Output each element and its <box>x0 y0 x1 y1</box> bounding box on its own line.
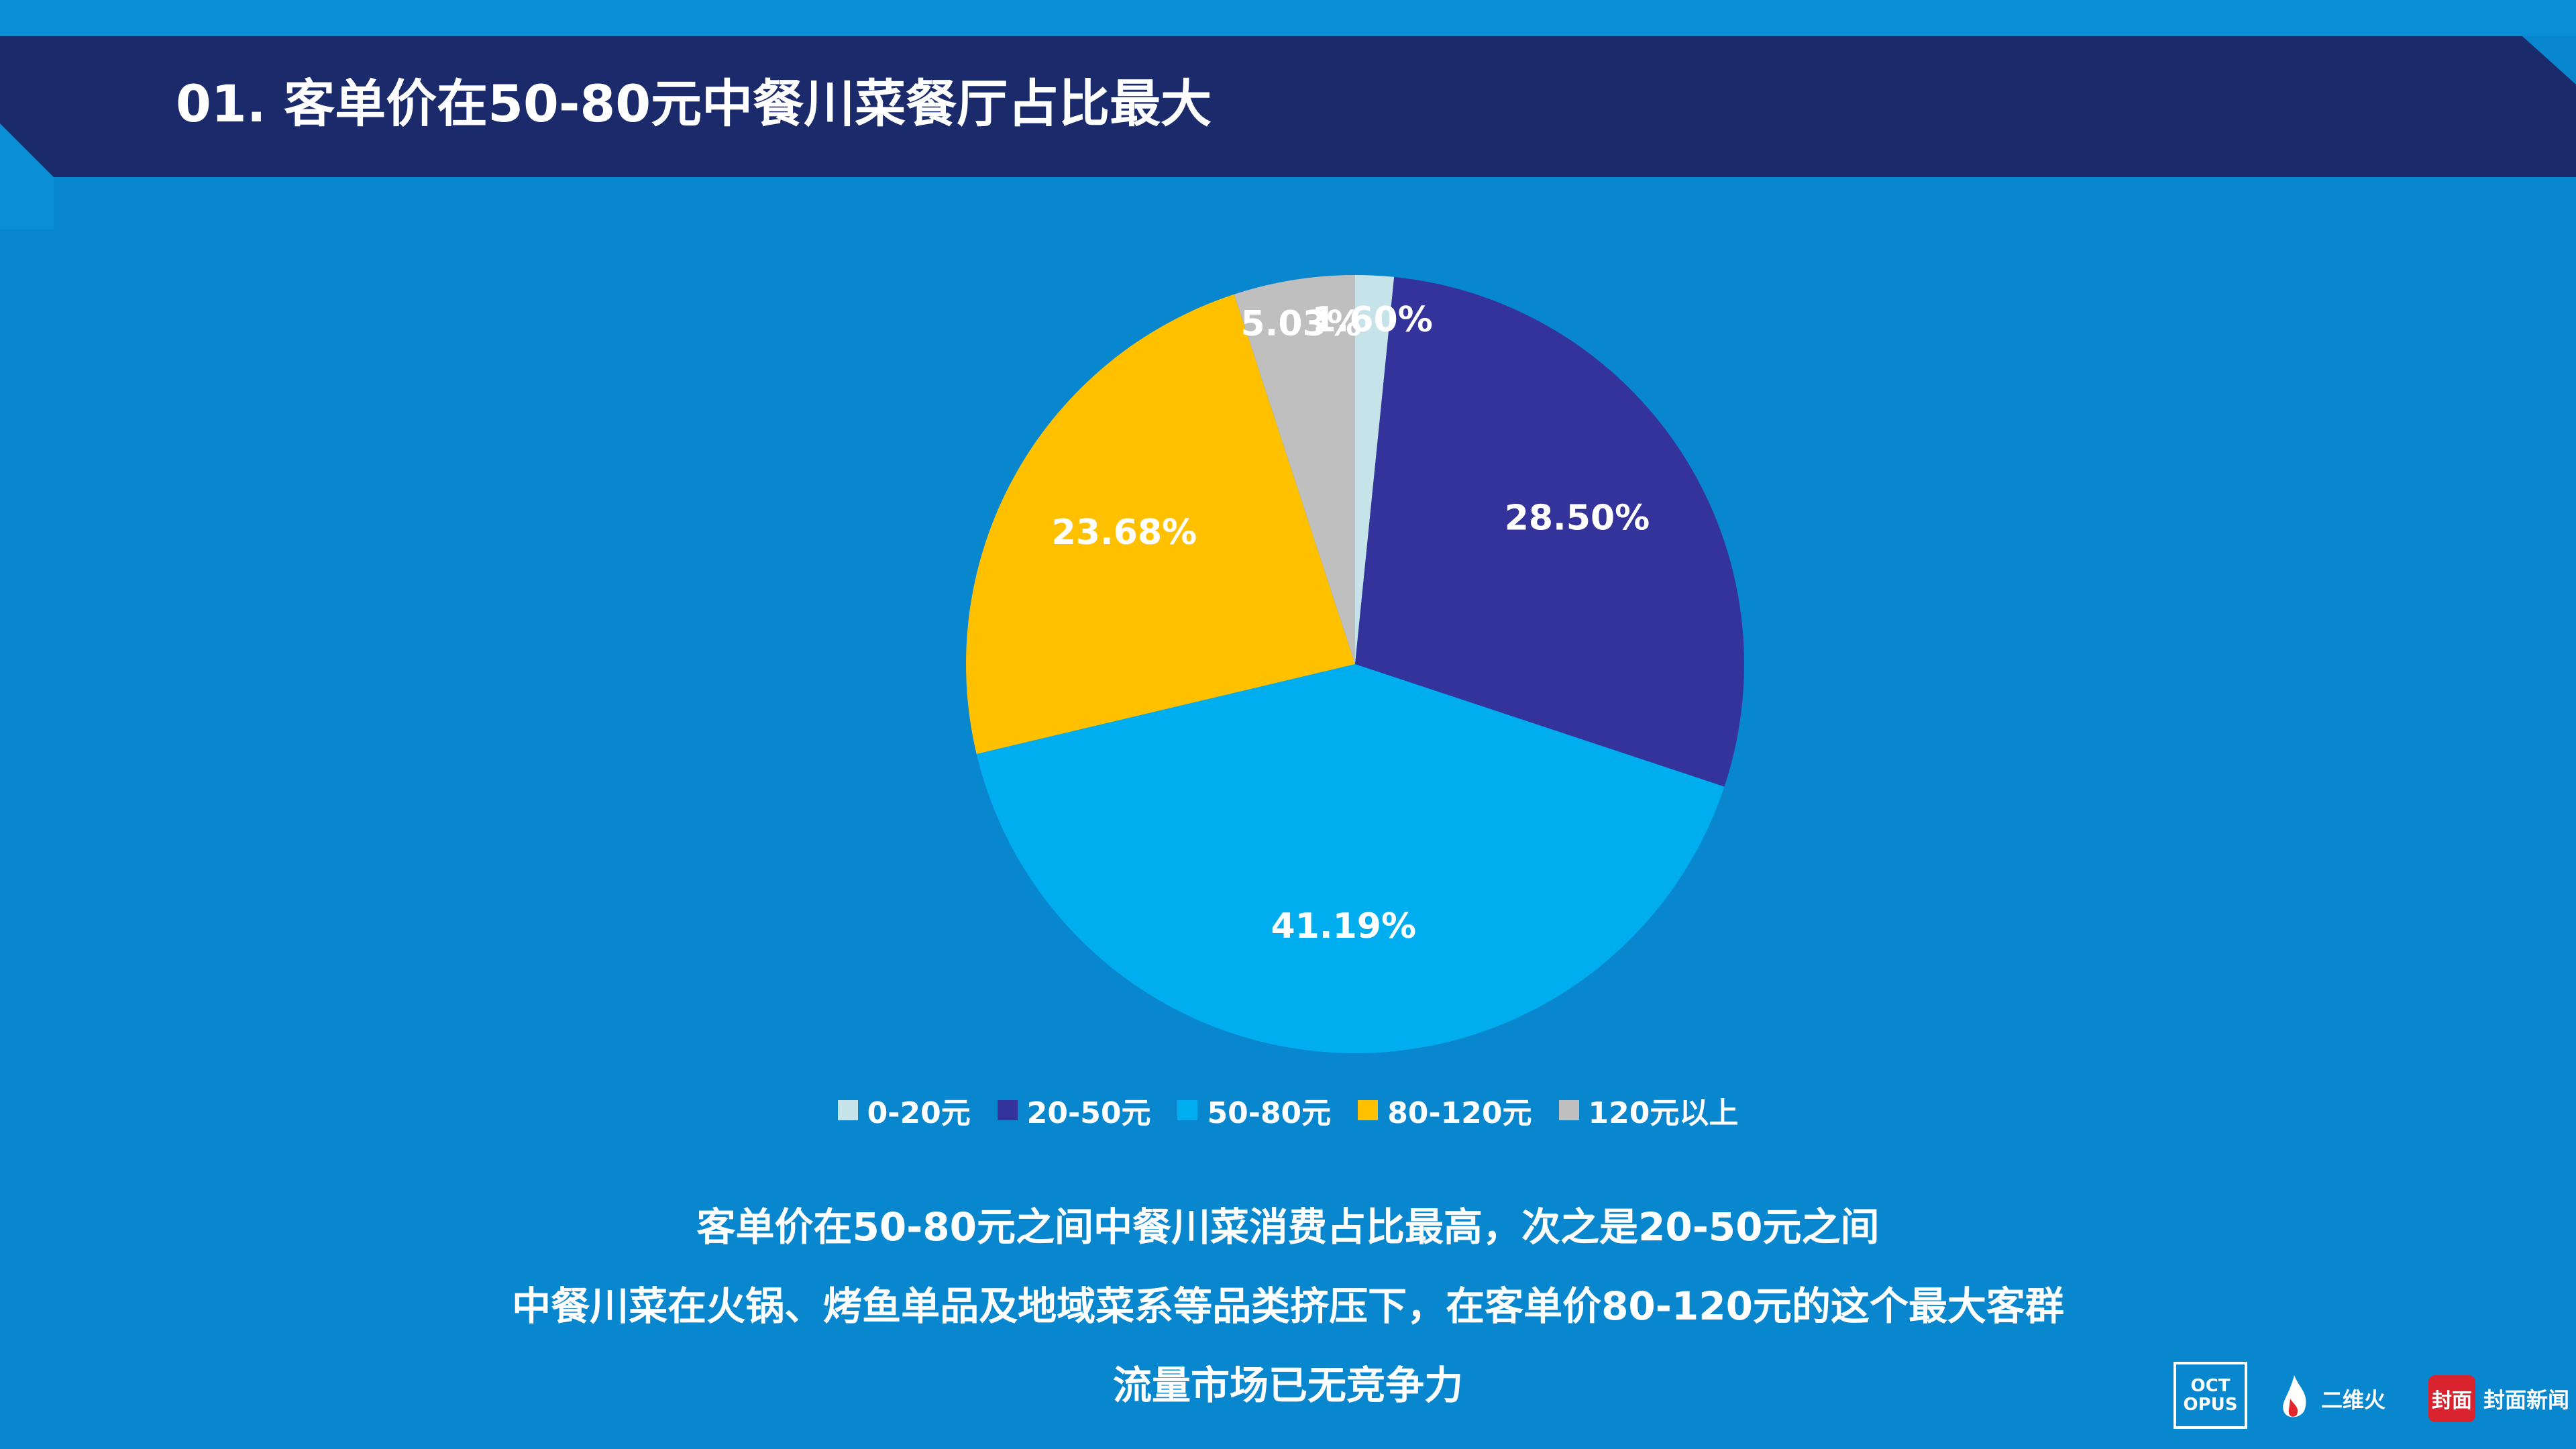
erweihuo-name: 二维火 <box>2321 1387 2386 1413</box>
pie-slice-label-0: 1.60% <box>1311 300 1432 340</box>
pie-slice-3 <box>966 294 1355 754</box>
legend-item-3: 80-120元 <box>1358 1089 1532 1132</box>
legend-swatch-4 <box>1558 1100 1579 1120</box>
page-title: 01. 客单价在50-80元中餐川菜餐厅占比最大 <box>176 74 1212 133</box>
octopus-logo-top: OCT <box>2190 1376 2231 1396</box>
top-strip <box>0 0 2576 36</box>
summary-line-2: 中餐川菜在火锅、烤鱼单品及地域菜系等品类挤压下，在客单价80-120元的这个最大… <box>512 1283 2064 1329</box>
fengmian-mark: 封面 <box>2428 1375 2475 1422</box>
pie-slice-2 <box>976 664 1725 1054</box>
flame-icon <box>2283 1375 2306 1417</box>
title-banner <box>0 36 2576 177</box>
pie-slice-label-3: 23.68% <box>1052 513 1197 553</box>
legend-item-4: 120元以上 <box>1558 1089 1739 1132</box>
legend-label-4: 120元以上 <box>1588 1096 1739 1130</box>
legend-item-0: 0-20元 <box>837 1089 971 1132</box>
legend-label-1: 20-50元 <box>1026 1096 1151 1130</box>
summary-line-3: 流量市场已无竞争力 <box>1112 1362 1463 1408</box>
pie-slice-4 <box>1234 275 1355 664</box>
summary-line-1: 客单价在50-80元之间中餐川菜消费占比最高，次之是20-50元之间 <box>696 1204 1880 1250</box>
legend-label-3: 80-120元 <box>1387 1096 1532 1130</box>
legend-swatch-3 <box>1358 1100 1379 1120</box>
erweihuo-logo: 二维火 <box>2274 1362 2385 1436</box>
pie-slice-0 <box>1355 275 1395 664</box>
octopus-logo: OCT OPUS <box>2174 1362 2247 1429</box>
pie-slice-label-4: 5.03% <box>1240 304 1361 344</box>
pie-slice-1 <box>1355 276 1745 787</box>
legend-item-2: 50-80元 <box>1177 1089 1331 1132</box>
legend-label-2: 50-80元 <box>1207 1096 1332 1130</box>
legend-swatch-0 <box>837 1100 858 1120</box>
chart-legend: 0-20元 20-50元 50-80元 80-120元 120元以上 <box>0 1087 2576 1134</box>
legend-item-1: 20-50元 <box>997 1089 1151 1132</box>
pie-slice-label-2: 41.19% <box>1271 906 1416 947</box>
pie-slice-label-1: 28.50% <box>1505 498 1650 539</box>
fengmian-logo: 封面 封面新闻 <box>2428 1362 2569 1436</box>
fengmian-name: 封面新闻 <box>2483 1387 2570 1413</box>
octopus-logo-bottom: OPUS <box>2183 1395 2238 1415</box>
legend-label-0: 0-20元 <box>867 1096 971 1130</box>
summary-text: 客单价在50-80元之间中餐川菜消费占比最高，次之是20-50元之间 中餐川菜在… <box>0 1187 2576 1425</box>
legend-swatch-2 <box>1177 1100 1198 1120</box>
legend-swatch-1 <box>997 1100 1018 1120</box>
